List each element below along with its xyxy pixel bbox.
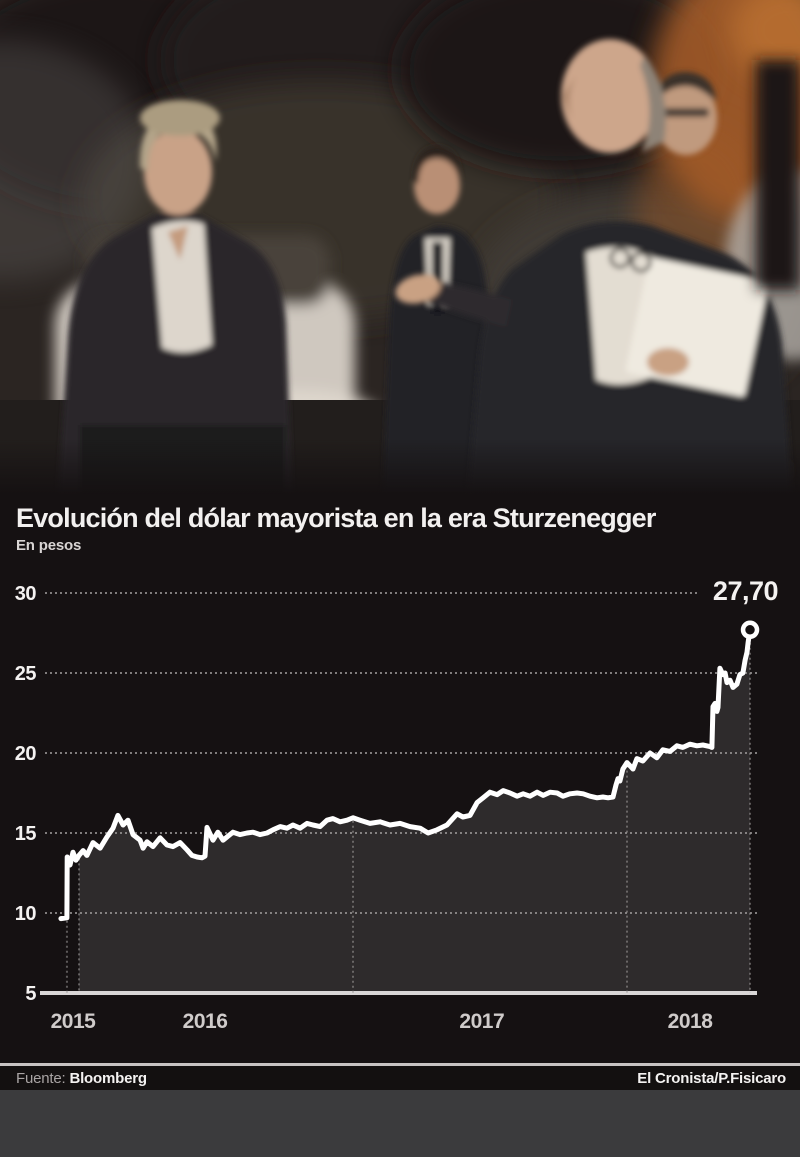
bottom-strip <box>0 1090 800 1157</box>
footer-gap <box>0 1040 800 1063</box>
y-tick-label-15: 15 <box>15 823 37 845</box>
end-marker <box>740 620 760 640</box>
headline-block: Evolución del dólar mayorista en la era … <box>0 495 800 560</box>
footer-divider <box>0 1063 800 1066</box>
y-tick-label-20: 20 <box>15 743 37 765</box>
x-tick-label-2017: 2017 <box>459 1010 504 1033</box>
series-line <box>58 627 753 922</box>
source-label: Fuente: <box>16 1069 66 1087</box>
y-tick-label-10: 10 <box>15 903 37 925</box>
x-tick-label-2018: 2018 <box>668 1010 714 1033</box>
credit-text: El Cronista/P.Fisicaro <box>637 1069 786 1087</box>
line-chart: 5 10 15 20 25 30 27,70 2015 2016 2017 2018 <box>0 560 800 1040</box>
area-fill <box>79 629 750 993</box>
end-value-label: 27,70 <box>713 576 778 606</box>
source-text: Fuente: Bloomberg <box>16 1070 147 1087</box>
photo-figure-right <box>395 39 792 495</box>
y-tick-label-30: 30 <box>15 583 37 605</box>
footer-bar: Fuente: Bloomberg El Cronista/P.Fisicaro <box>0 1066 800 1090</box>
x-tick-label-2016: 2016 <box>183 1010 228 1033</box>
source-name: Bloomberg <box>69 1069 147 1087</box>
news-photo <box>0 0 800 495</box>
y-tick-label-25: 25 <box>15 663 37 685</box>
chart-title: Evolución del dólar mayorista en la era … <box>16 503 656 533</box>
chart-subtitle: En pesos <box>16 537 82 555</box>
photo-illustration <box>0 0 800 495</box>
photo-dark-figure-edge <box>756 60 800 290</box>
chart-canvas: 5 10 15 20 25 30 27,70 2015 2016 2017 2018 <box>15 576 779 1033</box>
y-tick-label-5: 5 <box>25 983 36 1005</box>
x-tick-label-2015: 2015 <box>51 1010 97 1033</box>
